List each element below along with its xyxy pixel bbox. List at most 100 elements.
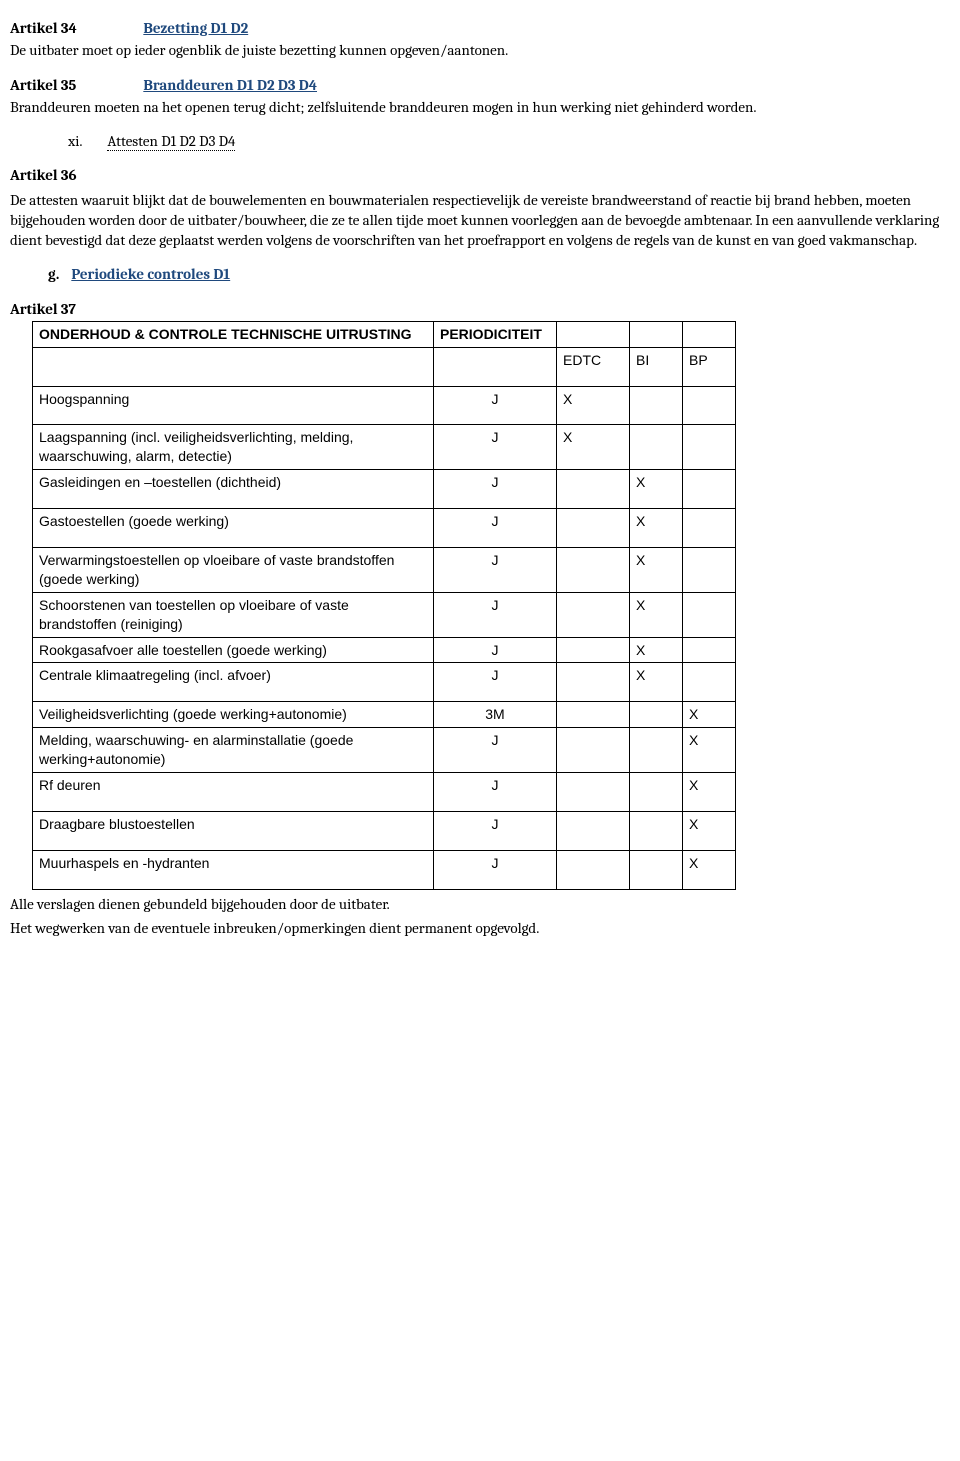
cell-edtc [557, 773, 630, 812]
cell-edtc: X [557, 386, 630, 425]
cell-bi: X [630, 470, 683, 509]
cell-period: J [434, 470, 557, 509]
subsection-g: g. Periodieke controles D1 [48, 264, 956, 284]
article-36-number: Artikel 36 [10, 165, 956, 185]
table-row: Centrale klimaatregeling (incl. afvoer)J… [33, 663, 736, 702]
table-row: Melding, waarschuwing- en alarminstallat… [33, 728, 736, 773]
cell-period: J [434, 811, 557, 850]
cell-period: 3M [434, 702, 557, 728]
xi-marker: xi. [68, 131, 104, 151]
table-row: Laagspanning (incl. veiligheidsverlichti… [33, 425, 736, 470]
article-34-title: Bezetting D1 D2 [143, 19, 248, 37]
header-period: PERIODICITEIT [434, 321, 557, 347]
cell-desc: Melding, waarschuwing- en alarminstallat… [33, 728, 434, 773]
cell-bp: X [683, 702, 736, 728]
cell-bp: X [683, 850, 736, 889]
cell-edtc [557, 728, 630, 773]
table-row: Verwarmingstoestellen op vloeibare of va… [33, 547, 736, 592]
table-subheader-row: EDTC BI BP [33, 347, 736, 386]
header-desc: ONDERHOUD & CONTROLE TECHNISCHE UITRUSTI… [33, 321, 434, 347]
cell-desc: Centrale klimaatregeling (incl. afvoer) [33, 663, 434, 702]
cell-bp [683, 637, 736, 663]
cell-bi: X [630, 637, 683, 663]
cell-period: J [434, 637, 557, 663]
cell-bi [630, 386, 683, 425]
cell-edtc [557, 509, 630, 548]
cell-desc: Rf deuren [33, 773, 434, 812]
cell-desc: Hoogspanning [33, 386, 434, 425]
cell-bi [630, 811, 683, 850]
g-marker: g. [48, 264, 68, 284]
cell-bp: X [683, 773, 736, 812]
cell-bi [630, 850, 683, 889]
cell-desc: Laagspanning (incl. veiligheidsverlichti… [33, 425, 434, 470]
header-bp-empty [683, 321, 736, 347]
article-35-title: Branddeuren D1 D2 D3 D4 [143, 76, 317, 94]
article-34-heading: Artikel 34 Bezetting D1 D2 [10, 18, 956, 38]
cell-bi: X [630, 592, 683, 637]
g-title: Periodieke controles D1 [71, 265, 230, 283]
footer-line-1: Alle verslagen dienen gebundeld bijgehou… [10, 894, 956, 914]
cell-bp [683, 663, 736, 702]
cell-desc: Veiligheidsverlichting (goede werking+au… [33, 702, 434, 728]
subheader-edtc: EDTC [557, 347, 630, 386]
cell-desc: Rookgasafvoer alle toestellen (goede wer… [33, 637, 434, 663]
cell-bi [630, 702, 683, 728]
cell-edtc [557, 702, 630, 728]
table-row: Rookgasafvoer alle toestellen (goede wer… [33, 637, 736, 663]
subheader-desc-empty [33, 347, 434, 386]
cell-bp [683, 547, 736, 592]
article-37-number: Artikel 37 [10, 299, 956, 319]
cell-bp: X [683, 811, 736, 850]
cell-desc: Gasleidingen en –toestellen (dichtheid) [33, 470, 434, 509]
table-row: Gasleidingen en –toestellen (dichtheid)J… [33, 470, 736, 509]
cell-bp [683, 386, 736, 425]
cell-edtc [557, 850, 630, 889]
article-34-number: Artikel 34 [10, 18, 140, 38]
cell-bi: X [630, 509, 683, 548]
table-row: HoogspanningJX [33, 386, 736, 425]
cell-period: J [434, 547, 557, 592]
cell-edtc [557, 637, 630, 663]
cell-bp [683, 509, 736, 548]
cell-desc: Draagbare blustoestellen [33, 811, 434, 850]
header-edtc-empty [557, 321, 630, 347]
cell-edtc [557, 470, 630, 509]
cell-period: J [434, 850, 557, 889]
article-36-body: De attesten waaruit blijkt dat de bouwel… [10, 190, 956, 251]
cell-desc: Verwarmingstoestellen op vloeibare of va… [33, 547, 434, 592]
cell-bi: X [630, 547, 683, 592]
table-header-row: ONDERHOUD & CONTROLE TECHNISCHE UITRUSTI… [33, 321, 736, 347]
subheader-bp: BP [683, 347, 736, 386]
cell-bi [630, 425, 683, 470]
subheader-bi: BI [630, 347, 683, 386]
cell-bp: X [683, 728, 736, 773]
cell-desc: Gastoestellen (goede werking) [33, 509, 434, 548]
table-row: Schoorstenen van toestellen op vloeibare… [33, 592, 736, 637]
controls-table: ONDERHOUD & CONTROLE TECHNISCHE UITRUSTI… [32, 321, 736, 890]
table-row: Gastoestellen (goede werking)J X [33, 509, 736, 548]
cell-period: J [434, 663, 557, 702]
cell-period: J [434, 728, 557, 773]
cell-desc: Muurhaspels en -hydranten [33, 850, 434, 889]
cell-edtc [557, 663, 630, 702]
cell-edtc: X [557, 425, 630, 470]
cell-desc: Schoorstenen van toestellen op vloeibare… [33, 592, 434, 637]
article-35-body: Branddeuren moeten na het openen terug d… [10, 97, 956, 117]
cell-bi [630, 773, 683, 812]
footer-line-2: Het wegwerken van de eventuele inbreuken… [10, 918, 956, 938]
cell-edtc [557, 811, 630, 850]
cell-period: J [434, 773, 557, 812]
cell-edtc [557, 547, 630, 592]
table-row: Veiligheidsverlichting (goede werking+au… [33, 702, 736, 728]
cell-period: J [434, 509, 557, 548]
cell-period: J [434, 386, 557, 425]
table-row: Draagbare blustoestellenJ X [33, 811, 736, 850]
article-34-body: De uitbater moet op ieder ogenblik de ju… [10, 40, 956, 60]
subsection-xi: xi. Attesten D1 D2 D3 D4 [68, 131, 956, 151]
cell-bi: X [630, 663, 683, 702]
article-35-number: Artikel 35 [10, 75, 140, 95]
header-bi-empty [630, 321, 683, 347]
cell-bi [630, 728, 683, 773]
cell-period: J [434, 425, 557, 470]
